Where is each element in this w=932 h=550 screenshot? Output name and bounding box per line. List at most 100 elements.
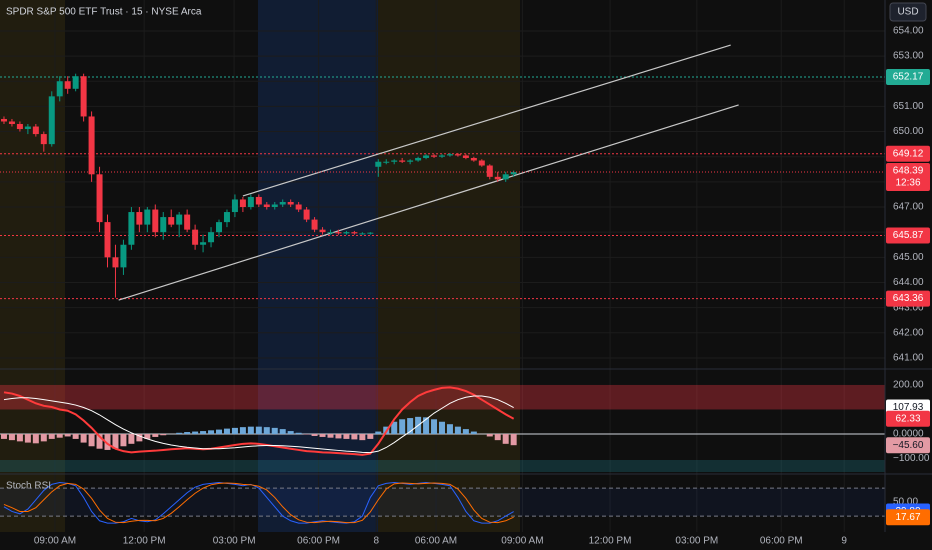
histogram-bar — [351, 434, 358, 440]
candle-body — [343, 232, 350, 234]
candle-body — [48, 96, 55, 145]
value-label: −45.60 — [893, 440, 924, 451]
candle-body — [431, 155, 438, 157]
y-tick-label: 644.00 — [893, 277, 924, 288]
candle-body — [383, 161, 390, 163]
histogram-bar — [335, 434, 342, 439]
session-shade — [258, 0, 378, 532]
histogram-bar — [247, 426, 254, 435]
level-label: 645.87 — [893, 230, 924, 241]
candle-body — [72, 76, 79, 89]
candle-body — [351, 232, 358, 234]
histogram-bar — [40, 434, 47, 442]
candle-body — [407, 160, 414, 162]
candle-body — [96, 174, 103, 223]
candle-body — [0, 118, 7, 122]
candle-body — [168, 217, 175, 225]
histogram-bar — [263, 427, 270, 435]
histogram-bar — [160, 434, 167, 436]
histogram-bar — [0, 434, 7, 439]
candle-body — [231, 199, 238, 213]
indicator-title: Stoch RSI — [6, 481, 51, 492]
histogram-bar — [438, 421, 445, 435]
candle-body — [263, 204, 270, 208]
candle-body — [279, 201, 286, 205]
candle-body — [64, 81, 71, 89]
histogram-bar — [486, 434, 493, 437]
currency-box[interactable] — [889, 2, 927, 22]
candle-body — [128, 212, 135, 245]
candle-body — [136, 212, 143, 225]
histogram-bar — [399, 419, 406, 435]
candle-body — [176, 214, 183, 225]
histogram-bar — [152, 434, 159, 437]
candle-body — [152, 209, 159, 233]
histogram-bar — [128, 434, 135, 444]
histogram-bar — [446, 424, 453, 435]
histogram-bar — [120, 434, 127, 447]
candle-body — [16, 124, 23, 130]
y-tick-label: −100.00 — [893, 453, 930, 464]
value-label-box — [886, 410, 930, 427]
histogram-bar — [8, 434, 15, 441]
x-tick-label: 03:00 PM — [213, 536, 256, 547]
candle-body — [454, 154, 461, 156]
histogram-bar — [510, 434, 517, 446]
candle-body — [359, 233, 366, 235]
candle-body — [295, 204, 302, 210]
chart-title: SPDR S&P 500 ETF Trust · 15 · NYSE Arca — [6, 7, 202, 18]
histogram-bar — [64, 434, 71, 437]
histogram-bar — [96, 434, 103, 449]
histogram-bar — [16, 434, 23, 442]
histogram-bar — [223, 428, 230, 435]
histogram-bar — [144, 434, 151, 439]
histogram-bar — [287, 431, 294, 435]
countdown: 12:36 — [895, 178, 920, 189]
candle-body — [375, 161, 382, 167]
candle-body — [208, 232, 215, 243]
histogram-bar — [391, 421, 398, 435]
candle-body — [216, 222, 223, 233]
band-fill — [0, 488, 885, 517]
y-tick-label: 645.00 — [893, 252, 924, 263]
histogram-bar — [88, 434, 95, 447]
histogram-bar — [56, 434, 63, 438]
candle-body — [144, 209, 151, 225]
level-label: 649.12 — [893, 148, 924, 159]
candle-body — [510, 172, 517, 175]
candle-body — [335, 232, 342, 234]
y-tick-label: 653.00 — [893, 51, 924, 62]
histogram-bar — [104, 434, 111, 450]
histogram-bar — [216, 429, 223, 435]
histogram-bar — [239, 427, 246, 435]
indicator-line — [3, 482, 514, 524]
histogram-bar — [367, 434, 374, 439]
candle-body — [502, 174, 509, 180]
candle-body — [415, 157, 422, 161]
histogram-bar — [327, 434, 334, 438]
candle-body — [391, 160, 398, 162]
histogram-bar — [112, 434, 119, 449]
x-tick-label: 8 — [374, 536, 380, 547]
histogram-bar — [407, 418, 414, 435]
candle-body — [24, 126, 31, 130]
level-label: 652.17 — [893, 72, 924, 83]
candle-body — [446, 154, 453, 156]
x-tick-label: 09:00 AM — [501, 536, 543, 547]
histogram-bar — [184, 432, 191, 435]
histogram-bar — [423, 417, 430, 435]
level-label-box — [886, 145, 930, 162]
value-label-box — [886, 509, 930, 526]
y-tick-label: 650.00 — [893, 126, 924, 137]
histogram-bar — [48, 434, 55, 439]
value-label: 62.33 — [895, 413, 920, 424]
candle-body — [104, 222, 111, 258]
histogram-bar — [279, 429, 286, 435]
histogram-bar — [494, 434, 501, 441]
y-tick-label: 641.00 — [893, 353, 924, 364]
candle-body — [303, 209, 310, 220]
candle-body — [438, 155, 445, 157]
candle-body — [192, 229, 199, 245]
value-label-box — [886, 437, 930, 454]
